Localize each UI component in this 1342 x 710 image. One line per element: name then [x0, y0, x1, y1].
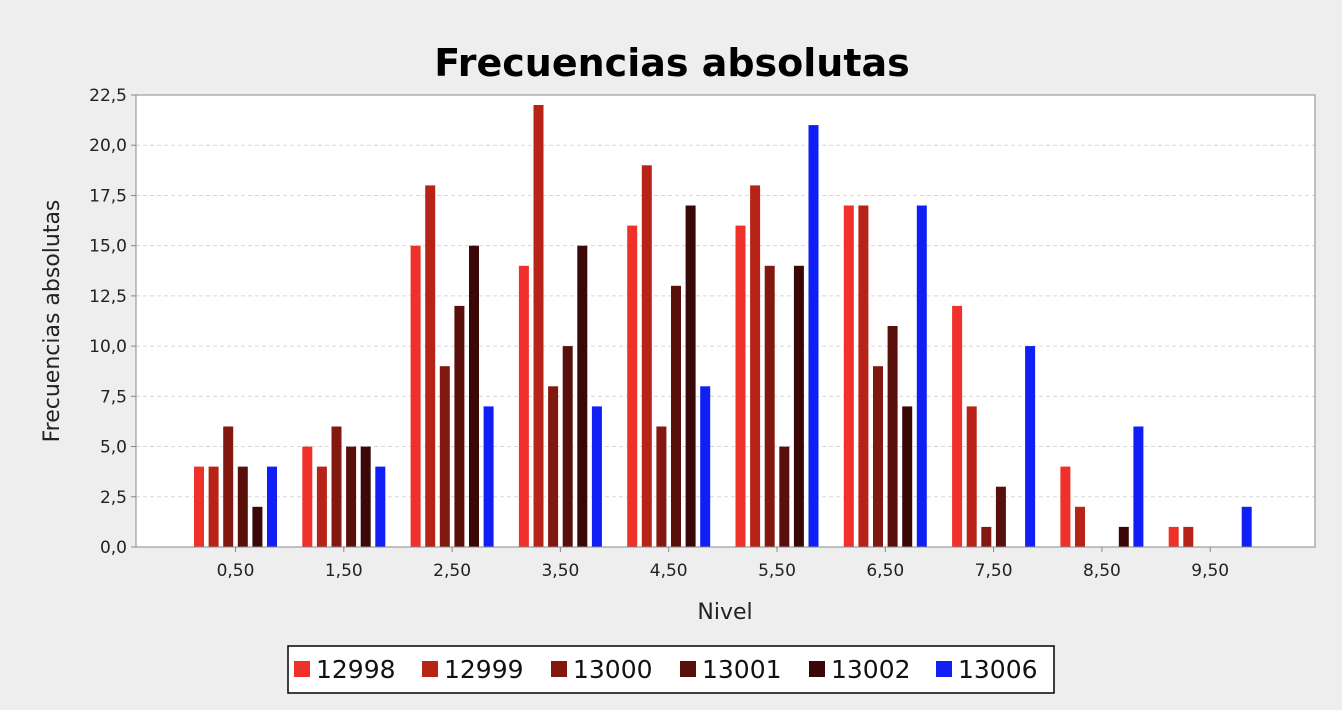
bar	[194, 466, 204, 547]
legend-swatch	[809, 661, 825, 677]
bar	[808, 125, 819, 547]
bar	[1025, 346, 1036, 547]
legend-label: 12999	[444, 655, 524, 684]
bars	[194, 105, 1252, 548]
bar	[425, 185, 436, 547]
plot-border	[135, 94, 1316, 548]
legend-swatch	[422, 661, 438, 677]
bar	[267, 466, 277, 547]
bar	[483, 406, 494, 547]
y-axis-label: Frecuencias absolutas	[40, 200, 65, 443]
x-axis-ticks: 0,50 1,50 2,50 3,50 4,50 5,50 6,50 7,50 8,50 9,50	[217, 547, 1229, 581]
bar	[562, 346, 573, 547]
y-tick-label: 10,0	[89, 337, 127, 357]
bar	[750, 185, 761, 547]
bar	[1060, 466, 1071, 547]
x-tick-label: 9,50	[1191, 561, 1229, 581]
bar	[439, 366, 450, 547]
x-tick-label: 1,50	[325, 561, 363, 581]
bar	[1075, 506, 1085, 547]
legend-swatch	[294, 661, 310, 677]
bar	[858, 205, 869, 547]
bar	[843, 205, 854, 547]
bar	[627, 225, 638, 547]
bar	[981, 526, 992, 547]
legend: 12998 12999 13000 13001 13002 13006	[287, 645, 1055, 694]
bar	[902, 406, 913, 547]
bar	[410, 245, 421, 547]
bar	[591, 406, 602, 547]
bar	[518, 265, 529, 547]
legend-label: 13006	[958, 655, 1038, 684]
bar	[1133, 426, 1144, 547]
bar	[1168, 526, 1179, 547]
y-tick-label: 20,0	[89, 136, 127, 156]
x-tick-label: 8,50	[1083, 561, 1121, 581]
bar	[887, 326, 898, 547]
bar	[548, 386, 559, 547]
bar	[302, 446, 313, 547]
bar	[577, 245, 588, 547]
bar	[995, 486, 1006, 547]
bar	[671, 285, 681, 547]
bar	[237, 466, 248, 547]
legend-swatch	[551, 661, 567, 677]
bar	[360, 446, 371, 547]
bar	[966, 406, 977, 547]
y-tick-label: 15,0	[89, 237, 127, 257]
legend-label: 13000	[573, 655, 653, 684]
bar	[533, 105, 544, 547]
bar	[1241, 506, 1252, 547]
y-tick-label: 12,5	[89, 287, 127, 307]
x-tick-label: 6,50	[866, 561, 904, 581]
bar	[764, 265, 775, 547]
x-tick-label: 3,50	[541, 561, 579, 581]
bar	[916, 205, 927, 547]
bar	[1183, 526, 1194, 547]
bar	[1118, 526, 1129, 547]
bar	[469, 245, 479, 547]
bar	[793, 265, 804, 547]
bar	[779, 446, 790, 547]
bar	[454, 305, 465, 547]
bar	[873, 366, 883, 547]
bar	[735, 225, 746, 547]
bar	[375, 466, 386, 547]
x-tick-label: 2,50	[433, 561, 471, 581]
bar	[952, 305, 963, 547]
y-tick-label: 5,0	[100, 438, 127, 458]
bar	[685, 205, 696, 547]
y-tick-label: 22,5	[89, 86, 127, 106]
bar	[700, 386, 711, 547]
x-axis-label: Nivel	[697, 600, 752, 625]
legend-label: 13002	[831, 655, 911, 684]
legend-swatch	[936, 661, 952, 677]
bar	[223, 426, 234, 547]
x-tick-label: 0,50	[217, 561, 255, 581]
bar	[208, 466, 219, 547]
bar	[346, 446, 357, 547]
x-tick-label: 5,50	[758, 561, 796, 581]
bar	[252, 506, 263, 547]
legend-label: 12998	[316, 655, 396, 684]
y-axis-ticks: 0,0 2,5 5,0 7,5 10,0 12,5 15,0 17,5 20,0 22,5	[89, 86, 136, 558]
legend-box	[287, 645, 1055, 694]
bar	[316, 466, 327, 547]
legend-swatch	[680, 661, 696, 677]
legend-label: 13001	[702, 655, 782, 684]
bar	[656, 426, 667, 547]
x-tick-label: 7,50	[975, 561, 1013, 581]
y-tick-label: 2,5	[100, 488, 127, 508]
bar	[331, 426, 342, 547]
x-tick-label: 4,50	[650, 561, 688, 581]
y-tick-label: 7,5	[100, 387, 127, 407]
chart-title: Frecuencias absolutas	[434, 41, 910, 85]
y-tick-label: 17,5	[89, 186, 127, 206]
y-tick-label: 0,0	[100, 538, 127, 558]
bar	[641, 165, 652, 548]
